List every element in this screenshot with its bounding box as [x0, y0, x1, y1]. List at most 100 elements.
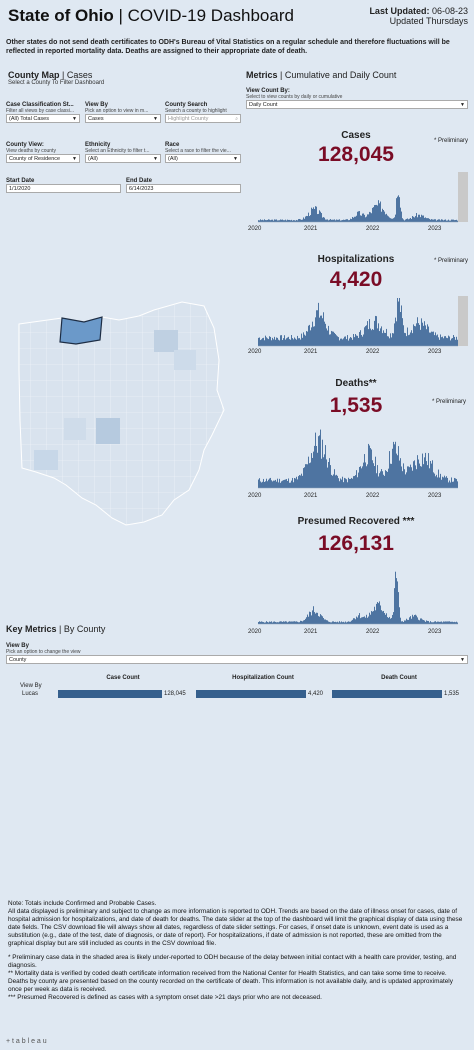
- daily-bar[interactable]: [262, 338, 263, 346]
- daily-bar[interactable]: [325, 445, 326, 488]
- daily-bar[interactable]: [453, 219, 454, 222]
- daily-bar[interactable]: [342, 476, 343, 488]
- daily-bar[interactable]: [320, 429, 321, 488]
- daily-bar[interactable]: [373, 329, 374, 346]
- daily-bar[interactable]: [357, 477, 358, 488]
- daily-bar[interactable]: [363, 334, 364, 347]
- daily-bar[interactable]: [320, 211, 321, 222]
- daily-bar[interactable]: [399, 197, 400, 222]
- daily-bar[interactable]: [296, 219, 297, 222]
- daily-bar[interactable]: [324, 454, 325, 488]
- daily-bar[interactable]: [351, 620, 352, 624]
- daily-bar[interactable]: [303, 332, 304, 346]
- daily-bar[interactable]: [416, 615, 417, 624]
- daily-bar[interactable]: [384, 475, 385, 488]
- daily-bar[interactable]: [404, 220, 405, 222]
- daily-bar[interactable]: [408, 335, 409, 346]
- daily-bar[interactable]: [337, 336, 338, 346]
- daily-bar[interactable]: [423, 215, 424, 222]
- daily-bar[interactable]: [413, 216, 414, 222]
- daily-bar[interactable]: [327, 219, 328, 222]
- daily-bar[interactable]: [271, 480, 272, 488]
- daily-bar[interactable]: [269, 336, 270, 346]
- daily-bar[interactable]: [447, 621, 448, 624]
- daily-bar[interactable]: [266, 478, 267, 488]
- daily-bar[interactable]: [384, 612, 385, 624]
- daily-bar[interactable]: [382, 471, 383, 488]
- daily-bar[interactable]: [443, 477, 444, 488]
- daily-bar[interactable]: [324, 321, 325, 346]
- daily-bar[interactable]: [384, 332, 385, 346]
- daily-bar[interactable]: [291, 335, 292, 346]
- daily-bar[interactable]: [316, 445, 317, 488]
- daily-bar[interactable]: [369, 445, 370, 488]
- daily-bar[interactable]: [378, 476, 379, 488]
- daily-bar[interactable]: [393, 441, 394, 488]
- daily-bar[interactable]: [263, 220, 264, 222]
- daily-bar[interactable]: [394, 217, 395, 222]
- daily-bar[interactable]: [450, 482, 451, 488]
- daily-bar[interactable]: [436, 622, 437, 624]
- daily-bar[interactable]: [425, 621, 426, 624]
- daily-bar[interactable]: [275, 621, 276, 624]
- daily-bar[interactable]: [273, 480, 274, 488]
- daily-bar[interactable]: [437, 219, 438, 222]
- daily-bar[interactable]: [367, 214, 368, 222]
- daily-bar[interactable]: [446, 337, 447, 346]
- daily-bar[interactable]: [410, 217, 411, 222]
- daily-bar[interactable]: [273, 339, 274, 346]
- daily-bar[interactable]: [371, 213, 372, 222]
- daily-bar[interactable]: [441, 219, 442, 222]
- daily-bar[interactable]: [356, 616, 357, 624]
- daily-bar[interactable]: [311, 327, 312, 346]
- daily-bar[interactable]: [433, 622, 434, 624]
- daily-bar[interactable]: [446, 621, 447, 625]
- daily-bar[interactable]: [373, 207, 374, 222]
- daily-bar[interactable]: [417, 617, 418, 624]
- daily-bar[interactable]: [287, 337, 288, 346]
- daily-bar[interactable]: [391, 617, 392, 624]
- county-view-dropdown[interactable]: County of Residence ▼: [6, 154, 80, 163]
- daily-bar[interactable]: [321, 615, 322, 624]
- daily-bar[interactable]: [455, 339, 456, 346]
- daily-bar[interactable]: [319, 616, 320, 624]
- daily-bar[interactable]: [439, 219, 440, 222]
- daily-bar[interactable]: [280, 482, 281, 488]
- daily-bar[interactable]: [315, 613, 316, 624]
- daily-bar[interactable]: [457, 622, 458, 624]
- daily-bar[interactable]: [295, 478, 296, 488]
- daily-bar[interactable]: [374, 320, 375, 346]
- daily-bar[interactable]: [404, 620, 405, 624]
- daily-bar[interactable]: [310, 612, 311, 624]
- daily-bar[interactable]: [379, 331, 380, 346]
- daily-bar[interactable]: [415, 326, 416, 346]
- daily-bar[interactable]: [400, 617, 401, 624]
- daily-bar[interactable]: [262, 219, 263, 222]
- daily-bar[interactable]: [308, 212, 309, 222]
- daily-bar[interactable]: [457, 481, 458, 488]
- daily-bar[interactable]: [258, 220, 259, 222]
- daily-bar[interactable]: [442, 336, 443, 346]
- daily-bar[interactable]: [376, 473, 377, 488]
- table-row[interactable]: Lucas 128,045 4,420 1,535: [0, 690, 474, 700]
- daily-bar[interactable]: [380, 201, 381, 222]
- daily-bar[interactable]: [302, 475, 303, 488]
- daily-bar[interactable]: [304, 218, 305, 222]
- daily-bar[interactable]: [282, 621, 283, 624]
- daily-bar[interactable]: [422, 619, 423, 624]
- daily-bar[interactable]: [343, 219, 344, 222]
- daily-bar[interactable]: [309, 611, 310, 624]
- daily-bar[interactable]: [341, 479, 342, 488]
- daily-bar[interactable]: [270, 621, 271, 624]
- daily-bar[interactable]: [410, 464, 411, 488]
- daily-bar[interactable]: [407, 218, 408, 222]
- daily-bar[interactable]: [455, 622, 456, 624]
- daily-bar[interactable]: [443, 621, 444, 624]
- daily-bar[interactable]: [314, 612, 315, 624]
- daily-bar[interactable]: [279, 478, 280, 488]
- daily-bar[interactable]: [289, 219, 290, 222]
- daily-bar[interactable]: [426, 218, 427, 222]
- daily-bar[interactable]: [269, 621, 270, 624]
- daily-bar[interactable]: [364, 327, 365, 346]
- daily-bar[interactable]: [284, 220, 285, 222]
